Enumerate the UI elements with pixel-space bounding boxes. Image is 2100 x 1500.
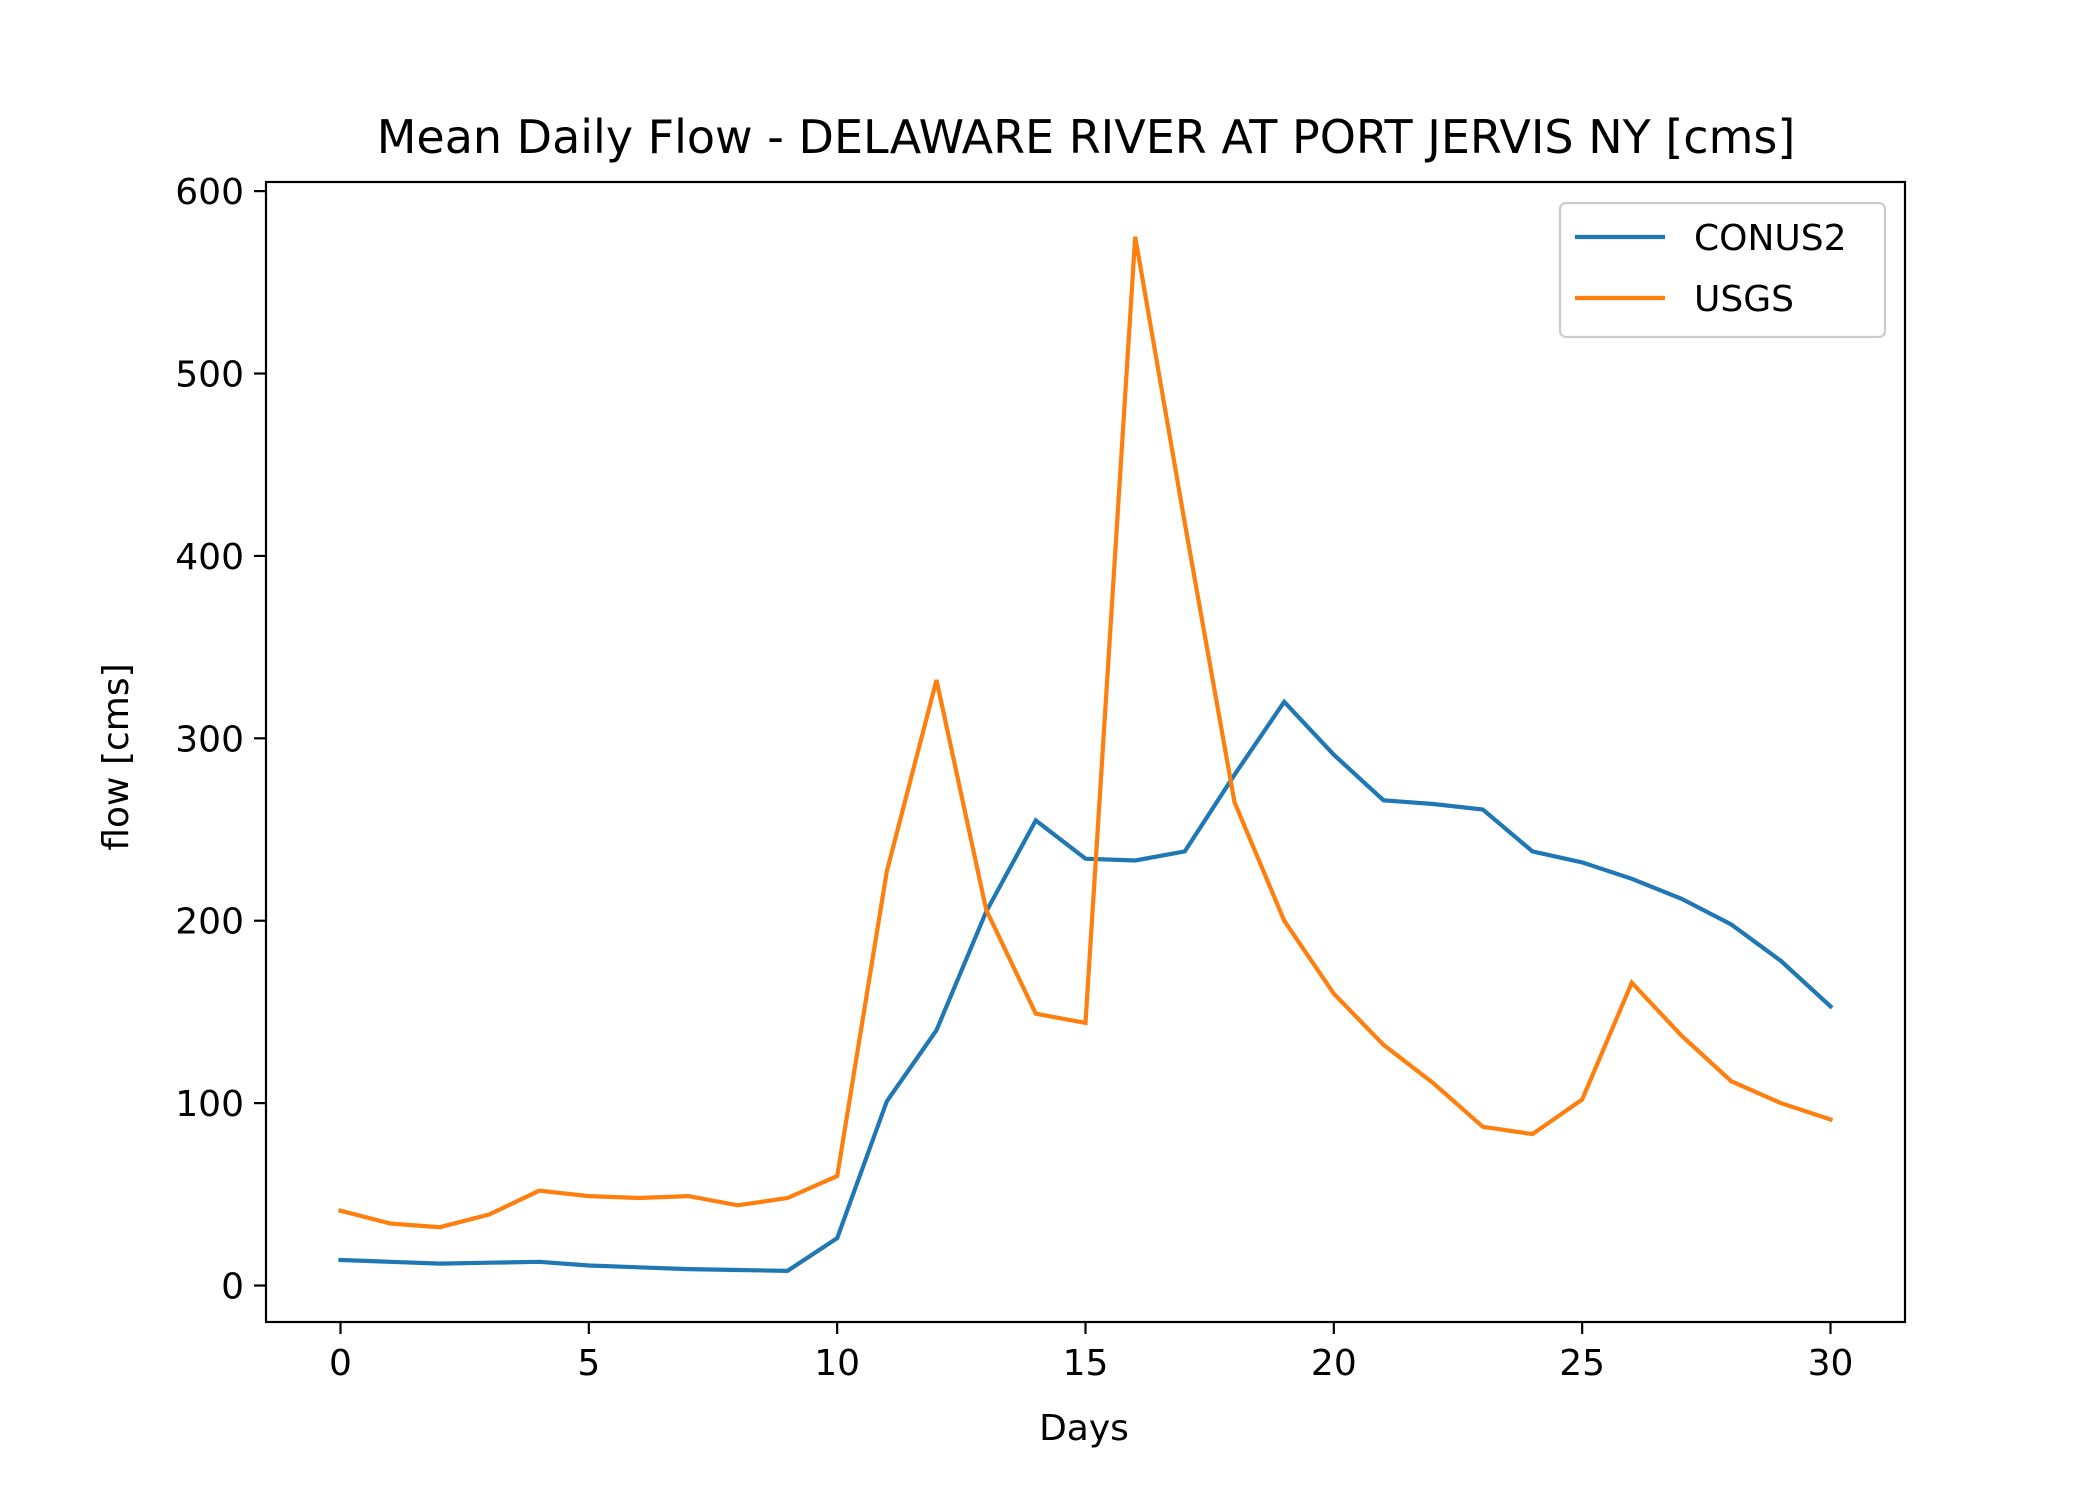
- x-tick-label: 30: [1808, 1343, 1854, 1384]
- x-tick-label: 5: [577, 1343, 600, 1384]
- x-tick-label: 10: [814, 1343, 860, 1384]
- series-layer: [337, 236, 1834, 1274]
- x-tick-label: 0: [329, 1343, 352, 1384]
- x-axis-label: Days: [1039, 1408, 1129, 1449]
- x-tick-label: 20: [1311, 1343, 1357, 1384]
- y-axis-label: flow [cms]: [96, 663, 137, 850]
- x-tick-label: 25: [1559, 1343, 1605, 1384]
- y-tick-label: 400: [175, 537, 244, 578]
- x-axis: 0 5 10 15 20 25 30: [329, 1322, 1853, 1384]
- y-tick-label: 600: [175, 172, 244, 213]
- y-tick-label: 0: [221, 1267, 244, 1308]
- x-tick-label: 15: [1063, 1343, 1109, 1384]
- chart-title: Mean Daily Flow - DELAWARE RIVER AT PORT…: [377, 110, 1796, 164]
- series-line-conus2: [338, 698, 1834, 1274]
- y-tick-label: 300: [175, 719, 244, 760]
- y-tick-label: 100: [175, 1084, 244, 1125]
- legend: CONUS2 USGS: [1558, 201, 1887, 339]
- series-line-usgs: [337, 236, 1834, 1230]
- y-tick-label: 200: [175, 902, 244, 943]
- y-tick-label: 500: [175, 355, 244, 396]
- legend-label: USGS: [1694, 279, 1794, 320]
- y-axis: 0 100 200 300 400 500 600: [175, 172, 266, 1308]
- legend-label: CONUS2: [1694, 218, 1847, 259]
